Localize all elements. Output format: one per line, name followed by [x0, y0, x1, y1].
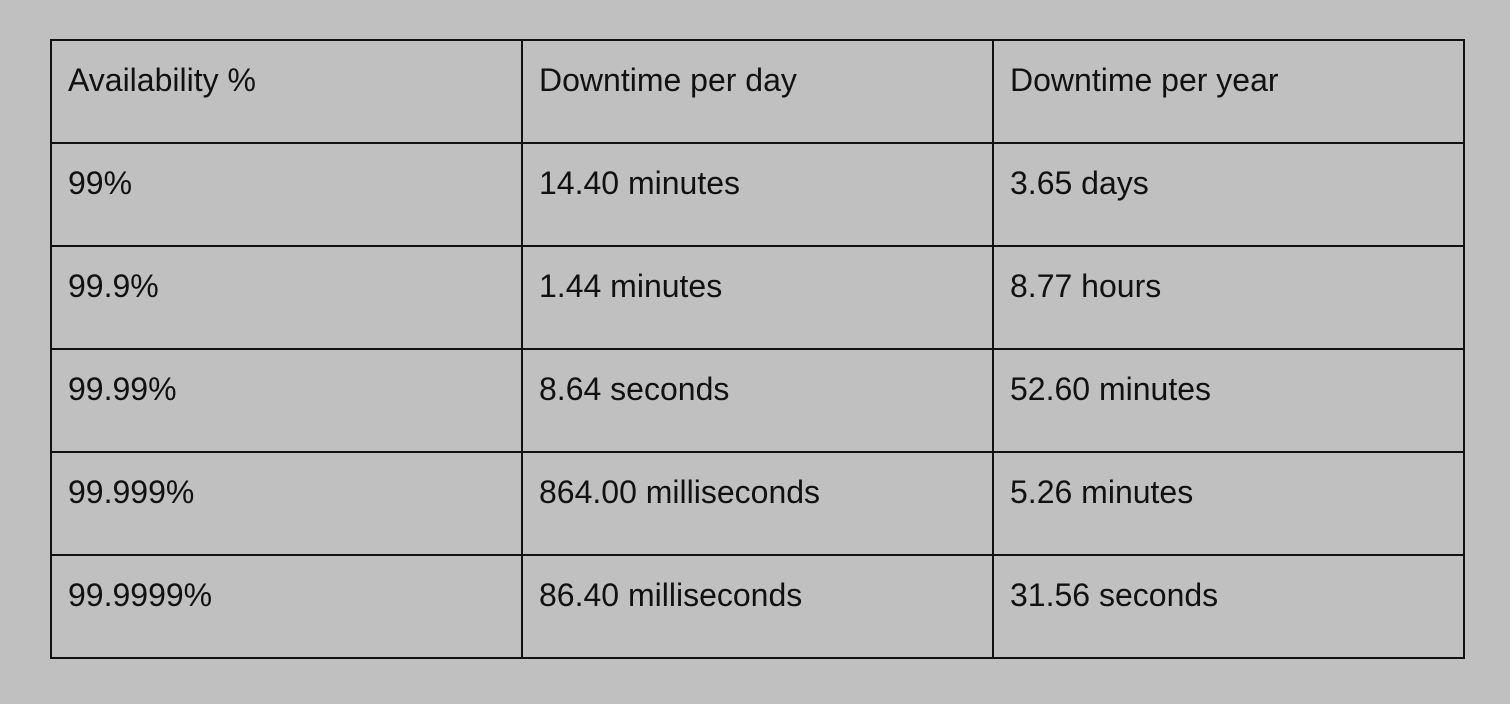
table-row: 99.9999% 86.40 milliseconds 31.56 second…: [50, 554, 1465, 659]
downtime-per-day-value: 14.40 minutes: [539, 165, 741, 201]
header-label: Downtime per year: [1010, 62, 1279, 98]
availability-value: 99.9999%: [68, 577, 213, 613]
table-body: 99% 14.40 minutes 3.65 days 99.9% 1.44 m…: [50, 142, 1465, 659]
table-cell: 99.9999%: [50, 554, 523, 659]
downtime-per-day-value: 8.64 seconds: [539, 371, 730, 407]
table-cell: 3.65 days: [992, 142, 1465, 247]
table-cell: 1.44 minutes: [521, 245, 994, 350]
availability-value: 99.999%: [68, 474, 195, 510]
downtime-per-day-value: 1.44 minutes: [539, 268, 723, 304]
table-cell: 99.9%: [50, 245, 523, 350]
table-header-row: Availability % Downtime per day Downtime…: [50, 39, 1465, 144]
table-row: 99.99% 8.64 seconds 52.60 minutes: [50, 348, 1465, 453]
table-cell: 5.26 minutes: [992, 451, 1465, 556]
downtime-per-year-value: 31.56 seconds: [1010, 577, 1219, 613]
downtime-per-day-value: 86.40 milliseconds: [539, 577, 803, 613]
table-cell: 99%: [50, 142, 523, 247]
downtime-per-year-value: 8.77 hours: [1010, 268, 1162, 304]
downtime-per-year-value: 3.65 days: [1010, 165, 1149, 201]
downtime-per-year-value: 5.26 minutes: [1010, 474, 1194, 510]
header-label: Availability %: [68, 62, 256, 98]
header-cell-availability: Availability %: [50, 39, 523, 144]
availability-value: 99%: [68, 165, 133, 201]
table-cell: 864.00 milliseconds: [521, 451, 994, 556]
table-cell: 86.40 milliseconds: [521, 554, 994, 659]
table-cell: 14.40 minutes: [521, 142, 994, 247]
table-cell: 99.99%: [50, 348, 523, 453]
table-row: 99% 14.40 minutes 3.65 days: [50, 142, 1465, 247]
header-label: Downtime per day: [539, 62, 797, 98]
table-cell: 99.999%: [50, 451, 523, 556]
table-cell: 8.64 seconds: [521, 348, 994, 453]
table-cell: 31.56 seconds: [992, 554, 1465, 659]
table-cell: 8.77 hours: [992, 245, 1465, 350]
downtime-per-day-value: 864.00 milliseconds: [539, 474, 821, 510]
header-cell-downtime-per-day: Downtime per day: [521, 39, 994, 144]
table-row: 99.9% 1.44 minutes 8.77 hours: [50, 245, 1465, 350]
table-header: Availability % Downtime per day Downtime…: [50, 39, 1465, 144]
availability-value: 99.9%: [68, 268, 159, 304]
availability-value: 99.99%: [68, 371, 177, 407]
downtime-per-year-value: 52.60 minutes: [1010, 371, 1212, 407]
table-cell: 52.60 minutes: [992, 348, 1465, 453]
availability-table: Availability % Downtime per day Downtime…: [50, 39, 1465, 659]
header-cell-downtime-per-year: Downtime per year: [992, 39, 1465, 144]
table-row: 99.999% 864.00 milliseconds 5.26 minutes: [50, 451, 1465, 556]
